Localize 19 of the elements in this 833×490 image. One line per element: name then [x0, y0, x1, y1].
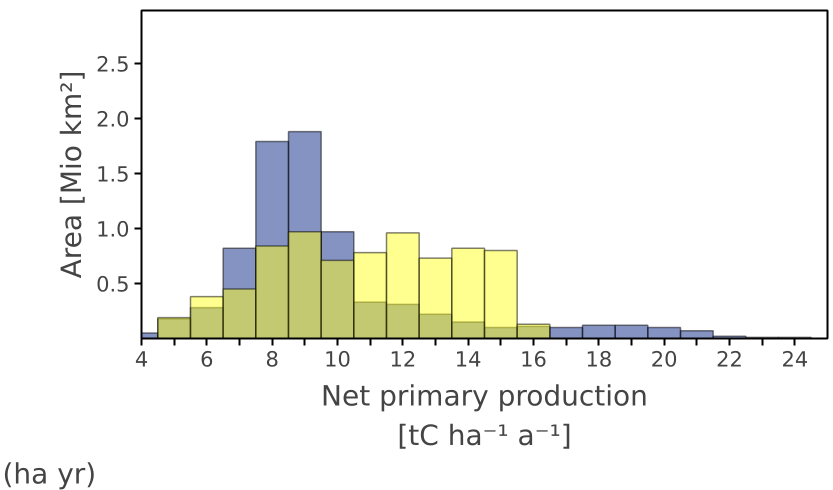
x-tick-label: 12 — [389, 348, 416, 372]
x-tick-label: 18 — [585, 348, 612, 372]
y-tick-label: 2.5 — [96, 52, 130, 76]
x-tick-label: 24 — [781, 348, 808, 372]
x-tick-label: 14 — [454, 348, 482, 372]
x-tick-label: 10 — [324, 348, 351, 372]
y-axis-title: Area [Mio km²] — [55, 70, 88, 278]
y-tick-label: 0.5 — [96, 272, 130, 296]
x-axis-title: Net primary production [tC ha⁻¹ a⁻¹] — [321, 380, 648, 452]
y-tick-label: 1.5 — [96, 162, 130, 186]
y-tick-label: 1.0 — [96, 217, 130, 242]
x-tick-label: 20 — [650, 348, 678, 372]
x-tick-label: 22 — [716, 348, 743, 372]
text: (ha yr) — [2, 458, 96, 490]
x-tick-label: 4 — [134, 348, 148, 372]
x-tick-label: 16 — [520, 348, 547, 372]
x-tick-label: 8 — [265, 348, 279, 372]
x-tick-label: 6 — [200, 348, 214, 372]
y-tick-label: 2.0 — [96, 107, 130, 132]
